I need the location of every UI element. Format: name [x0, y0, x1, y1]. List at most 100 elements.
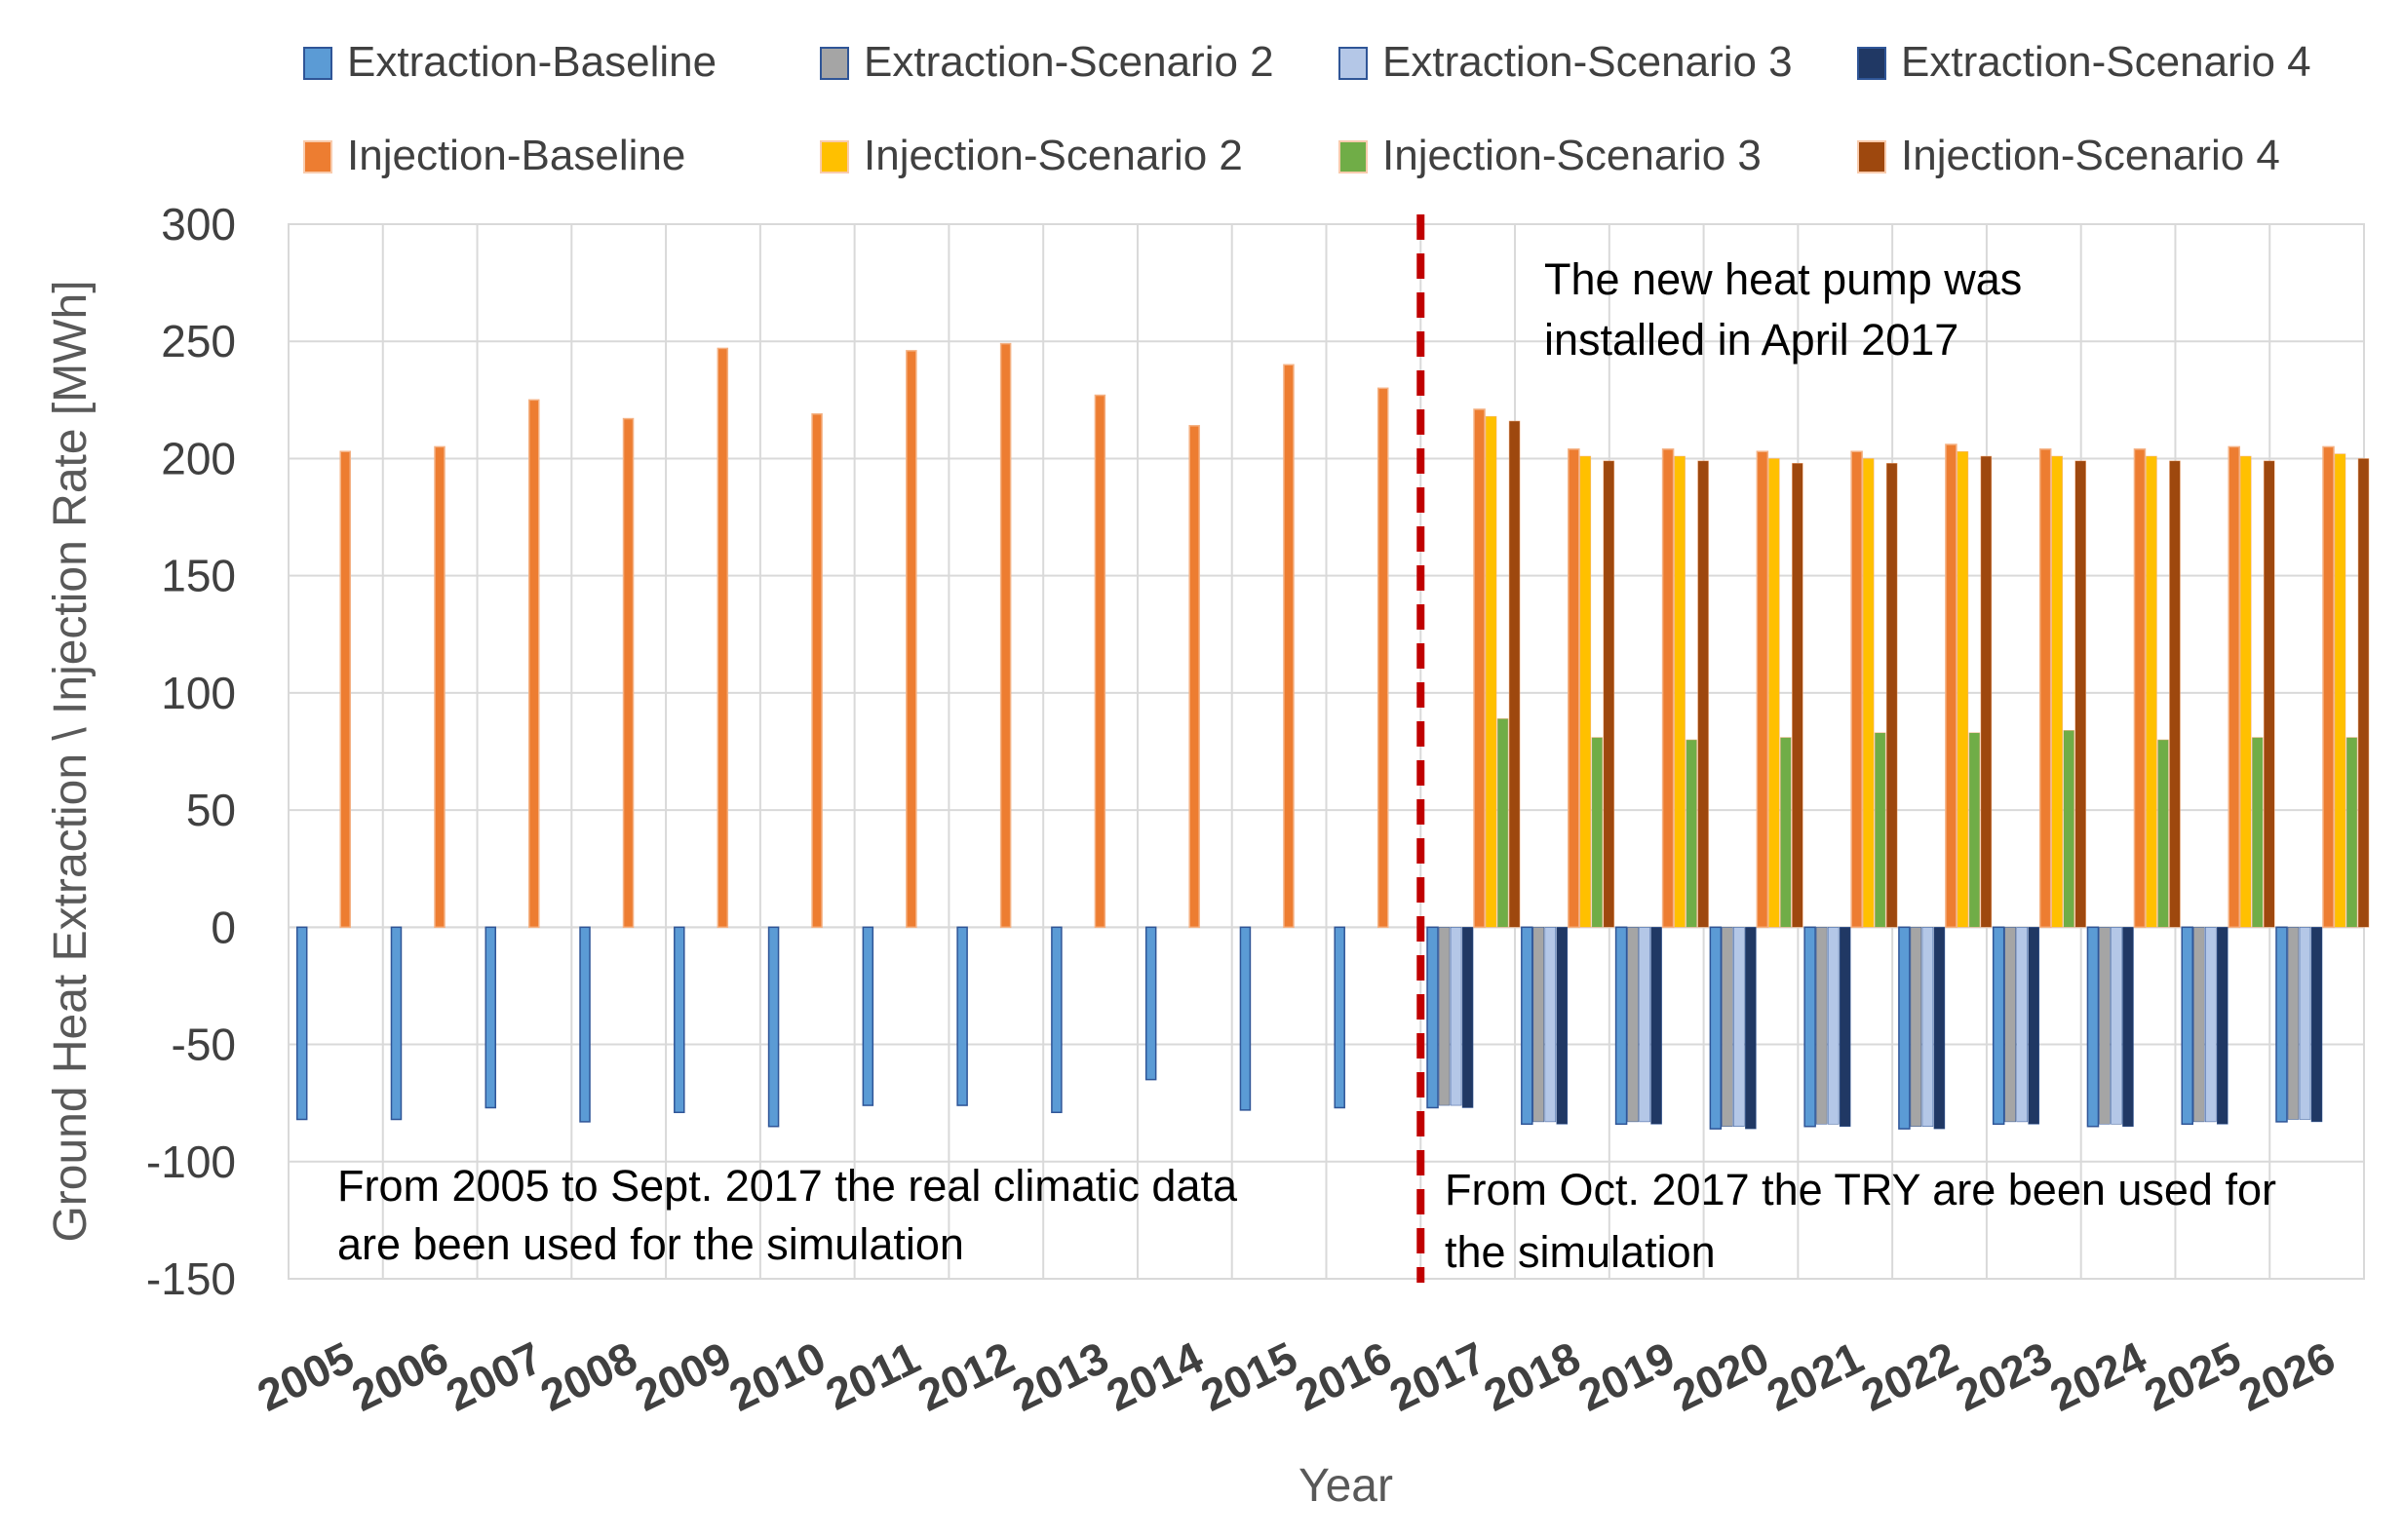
y-tick-label: 0	[211, 902, 236, 952]
real-data-note-line: are been used for the simulation	[337, 1219, 964, 1269]
bar-injection-baseline-2020	[1756, 450, 1769, 929]
bar-injection-scenario-4-2019	[1697, 460, 1709, 928]
bar-extraction-baseline-2024	[2086, 926, 2100, 1128]
bar-extraction-baseline-2019	[1614, 926, 1628, 1126]
bar-injection-scenario-4-2020	[1792, 463, 1803, 928]
bar-injection-baseline-2011	[906, 350, 917, 929]
bar-extraction-scenario-3-2017	[1450, 927, 1462, 1106]
bar-injection-scenario-2-2017	[1485, 415, 1497, 928]
bar-extraction-scenario-3-2026	[2299, 927, 2311, 1120]
bar-extraction-baseline-2026	[2275, 926, 2288, 1123]
grid-layer	[288, 223, 2365, 1280]
bar-extraction-scenario-2-2023	[2004, 927, 2016, 1123]
legend-swatch	[303, 47, 332, 80]
bar-injection-scenario-4-2024	[2169, 460, 2181, 928]
annotation-layer: The new heat pump was installed in April …	[337, 214, 2276, 1283]
bar-injection-scenario-2-2021	[1862, 458, 1875, 928]
bar-injection-scenario-4-2022	[1980, 455, 1993, 928]
bar-extraction-baseline-2017	[1426, 926, 1439, 1109]
bar-injection-scenario-4-2026	[2357, 458, 2370, 928]
real-data-note: From 2005 to Sept. 2017 the real climati…	[337, 1161, 1238, 1269]
heat-pump-note-line: The new heat pump was	[1544, 254, 2022, 304]
bar-injection-scenario-3-2021	[1874, 732, 1886, 928]
try-data-note: From Oct. 2017 the TRY are been used for…	[1445, 1165, 2276, 1277]
bar-layer	[295, 342, 2370, 1130]
legend-swatch	[1857, 47, 1886, 80]
bar-injection-scenario-3-2019	[1686, 739, 1697, 928]
bar-injection-scenario-2-2025	[2239, 455, 2252, 928]
legend-label: Injection-Scenario 2	[864, 132, 1243, 179]
bar-injection-scenario-3-2023	[2063, 730, 2074, 928]
bar-extraction-baseline-2020	[1709, 926, 1723, 1130]
bar-extraction-baseline-2016	[1334, 926, 1345, 1109]
legend-label: Extraction-Scenario 2	[864, 38, 1274, 86]
bar-injection-scenario-2-2024	[2146, 455, 2157, 928]
bar-extraction-scenario-4-2020	[1745, 927, 1757, 1130]
bar-injection-baseline-2006	[434, 445, 446, 929]
bar-injection-baseline-2019	[1661, 448, 1675, 929]
bar-extraction-baseline-2021	[1803, 926, 1816, 1128]
bar-injection-baseline-2005	[339, 450, 351, 929]
y-tick-label: 150	[161, 551, 236, 601]
bar-extraction-baseline-2007	[484, 926, 497, 1109]
bar-injection-scenario-2-2019	[1674, 455, 1686, 928]
bar-extraction-scenario-3-2024	[2111, 927, 2122, 1125]
bar-injection-baseline-2012	[999, 342, 1012, 929]
bar-extraction-scenario-3-2023	[2016, 927, 2028, 1123]
y-tick-label: 300	[161, 199, 236, 250]
bar-injection-scenario-3-2020	[1780, 737, 1792, 928]
legend-swatch	[303, 140, 332, 173]
bar-injection-scenario-4-2017	[1508, 420, 1521, 928]
bar-extraction-scenario-2-2019	[1627, 927, 1639, 1123]
bar-extraction-baseline-2012	[956, 926, 968, 1106]
bar-injection-baseline-2014	[1188, 425, 1200, 929]
legend-layer: Extraction-Baseline Extraction-Scenario 2…	[303, 38, 2311, 179]
legend-swatch	[820, 47, 849, 80]
bar-injection-baseline-2016	[1376, 387, 1389, 929]
bar-injection-scenario-3-2022	[1968, 732, 1981, 928]
y-tick-label: -50	[172, 1020, 236, 1070]
bar-extraction-scenario-2-2018	[1532, 927, 1545, 1123]
bar-extraction-baseline-2005	[295, 926, 308, 1121]
y-tick-label: -150	[146, 1253, 236, 1304]
bar-extraction-baseline-2008	[579, 926, 591, 1123]
legend-label: Extraction-Scenario 3	[1382, 38, 1793, 86]
bar-extraction-baseline-2011	[862, 926, 874, 1106]
bar-injection-scenario-4-2025	[2263, 460, 2275, 928]
x-axis-title: Year	[1298, 1460, 1393, 1512]
bar-extraction-scenario-2-2021	[1815, 927, 1828, 1125]
heat-pump-note-line: installed in April 2017	[1544, 315, 1958, 365]
y-tick-label: 50	[186, 785, 236, 835]
bar-extraction-baseline-2018	[1521, 926, 1533, 1126]
bar-injection-baseline-2023	[2038, 448, 2052, 929]
legend-swatch	[820, 140, 849, 173]
legend-swatch	[1338, 47, 1368, 80]
bar-extraction-scenario-4-2026	[2310, 927, 2323, 1123]
bar-extraction-baseline-2022	[1898, 926, 1911, 1130]
y-axis-title: Ground Heat Extraction \ Injection Rate …	[45, 280, 97, 1242]
bar-injection-baseline-2026	[2322, 445, 2335, 929]
bar-extraction-scenario-3-2020	[1733, 927, 1745, 1127]
bar-injection-scenario-3-2017	[1496, 718, 1509, 928]
bar-injection-scenario-3-2024	[2157, 739, 2169, 928]
bar-injection-baseline-2010	[811, 413, 823, 929]
heat-pump-note: The new heat pump was installed in April …	[1544, 254, 2022, 365]
bar-injection-baseline-2024	[2133, 448, 2147, 929]
real-data-note-line: From 2005 to Sept. 2017 the real climati…	[337, 1161, 1238, 1211]
bar-injection-baseline-2017	[1473, 408, 1486, 929]
legend-swatch	[1338, 140, 1368, 173]
y-tick-label: -100	[146, 1136, 236, 1187]
bar-injection-scenario-4-2018	[1603, 460, 1615, 928]
legend-label: Injection-Scenario 3	[1382, 132, 1762, 179]
y-tick-label: 200	[161, 433, 236, 483]
bar-extraction-scenario-4-2019	[1650, 927, 1662, 1125]
bar-extraction-scenario-3-2021	[1827, 927, 1840, 1125]
bar-extraction-baseline-2006	[390, 926, 403, 1121]
bar-extraction-scenario-4-2024	[2122, 927, 2134, 1127]
bar-injection-baseline-2021	[1850, 450, 1863, 929]
bar-extraction-scenario-3-2019	[1639, 927, 1650, 1123]
legend-label: Extraction-Baseline	[347, 38, 717, 86]
bar-injection-baseline-2022	[1945, 443, 1957, 929]
bar-extraction-scenario-2-2022	[1910, 927, 1922, 1127]
bar-extraction-scenario-4-2022	[1933, 927, 1946, 1130]
